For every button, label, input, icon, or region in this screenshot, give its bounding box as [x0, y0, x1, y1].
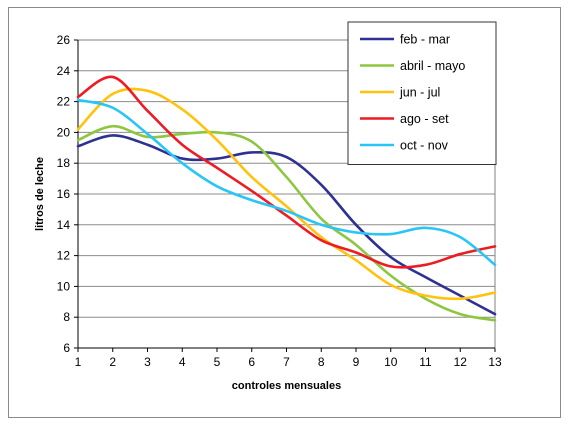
x-tick-label: 9: [353, 355, 360, 369]
x-tick-label: 11: [419, 355, 432, 369]
legend-label-3: jun - jul: [399, 86, 440, 100]
legend-label-4: ago - set: [400, 112, 449, 126]
y-tick-label: 24: [57, 64, 71, 78]
y-tick-label: 6: [63, 341, 70, 355]
x-tick-label: 10: [384, 355, 398, 369]
y-tick-label: 16: [57, 187, 71, 201]
x-tick-label: 2: [109, 355, 116, 369]
series-line-1: [76, 134, 497, 316]
series-line-2: [76, 124, 497, 322]
series-line-4: [76, 75, 497, 269]
x-tick-label: 12: [454, 355, 468, 369]
x-tick-label: 5: [214, 355, 221, 369]
axes: [77, 40, 495, 349]
series-line-5: [76, 98, 497, 267]
x-tick-label: 4: [179, 355, 186, 369]
y-axis-title: litros de leche: [34, 157, 46, 231]
y-tick-label: 10: [57, 279, 71, 293]
y-tick-label: 12: [57, 249, 71, 263]
series-lines: [76, 75, 497, 322]
legend-label-2: abril - mayo: [400, 59, 465, 73]
y-tick-label: 8: [63, 310, 70, 324]
y-tick-label: 22: [57, 95, 71, 109]
legend-label-5: oct - nov: [400, 139, 449, 153]
x-tick-label: 8: [318, 355, 325, 369]
x-tick-label: 13: [488, 355, 502, 369]
y-tick-label: 14: [57, 218, 71, 232]
y-tick-label: 26: [57, 33, 71, 47]
x-axis-title: controles mensuales: [232, 380, 341, 392]
x-tick-label: 7: [283, 355, 290, 369]
y-tick-label: 18: [57, 156, 71, 170]
series-line-3: [76, 87, 497, 301]
legend: feb - mar abril - mayo jun - jul ago - set o…: [347, 21, 497, 165]
x-tick-label: 1: [75, 355, 82, 369]
legend-label-1: feb - mar: [400, 33, 450, 47]
y-tick-label: 20: [57, 125, 71, 139]
x-tick-label: 3: [144, 355, 151, 369]
x-tick-label: 6: [248, 355, 255, 369]
